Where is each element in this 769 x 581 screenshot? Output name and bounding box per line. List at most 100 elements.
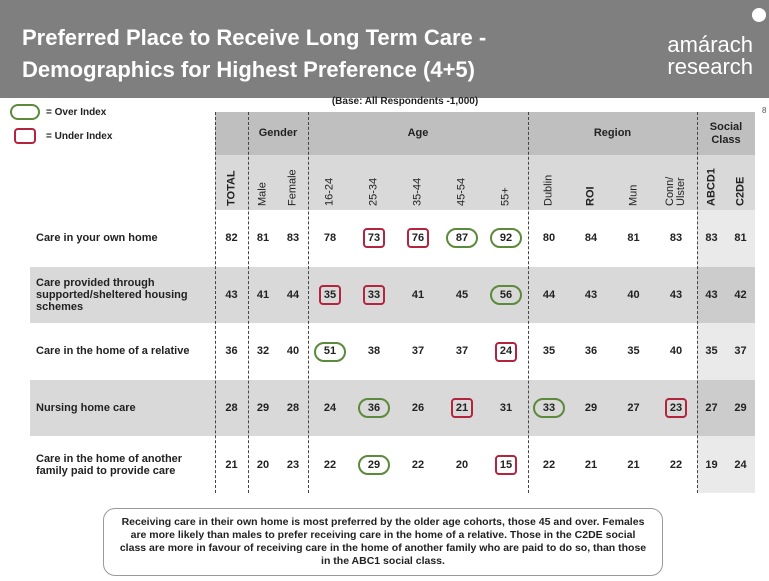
- cell-value: 37: [734, 345, 747, 358]
- cell-value: 36: [367, 402, 381, 415]
- cell-value: 83: [705, 232, 718, 245]
- separator: [697, 112, 698, 493]
- social-column-bg: [697, 210, 755, 493]
- cell-value: 43: [705, 288, 718, 301]
- column-header: Male: [256, 182, 269, 206]
- under-index-mark: [319, 284, 341, 305]
- cell-value: 27: [705, 402, 718, 415]
- legend-label: = Over Index: [46, 106, 107, 118]
- cell-value: 73: [367, 232, 381, 245]
- cell-value: 38: [367, 345, 381, 358]
- cell-value: 33: [542, 402, 556, 415]
- over-index-mark: [490, 284, 522, 305]
- group-header: Social Class: [709, 120, 743, 146]
- cell-value: 36: [584, 345, 598, 358]
- cell-value: 21: [584, 458, 598, 471]
- separator: [308, 112, 309, 493]
- row-bg: [30, 266, 755, 324]
- cell-value: 29: [734, 402, 747, 415]
- legend-mark: [14, 128, 36, 144]
- cell-value: 40: [286, 345, 300, 358]
- group-header: Region: [593, 127, 632, 139]
- cell-value: 23: [286, 458, 300, 471]
- row-label: Care in the home of a relative: [36, 345, 190, 358]
- column-header: 45-54: [455, 177, 468, 206]
- group-header: Age: [407, 127, 429, 139]
- column-header: 35-44: [411, 177, 424, 206]
- cell-value: 80: [542, 232, 556, 245]
- row-label: Care in the home of another family paid …: [36, 452, 183, 477]
- row-bg: [30, 379, 755, 437]
- cell-value: 29: [256, 402, 270, 415]
- cell-value: 22: [542, 458, 556, 471]
- footer-note: Receiving care in their own home is most…: [103, 508, 663, 576]
- page-number: 8: [762, 106, 767, 115]
- cell-value: 21: [455, 402, 469, 415]
- cell-value: 83: [286, 232, 300, 245]
- title: Preferred Place to Receive Long Term Car…: [22, 22, 486, 86]
- cell-value: 43: [584, 288, 598, 301]
- cell-value: 36: [225, 345, 238, 358]
- column-header: C2DE: [734, 176, 746, 206]
- under-index-mark: [407, 228, 429, 249]
- over-index-mark: [490, 228, 522, 249]
- cell-value: 20: [455, 458, 469, 471]
- base-note: (Base: All Respondents -1,000): [331, 96, 479, 107]
- cell-value: 35: [323, 288, 337, 301]
- cell-value: 56: [499, 288, 513, 301]
- cell-value: 29: [367, 458, 381, 471]
- cell-value: 21: [627, 458, 640, 471]
- cell-value: 81: [734, 232, 747, 245]
- separator: [248, 112, 249, 493]
- cell-value: 19: [705, 458, 718, 471]
- under-index-mark: [495, 341, 517, 362]
- over-index-mark: [446, 228, 478, 249]
- cell-value: 37: [411, 345, 425, 358]
- legend-mark: [10, 104, 40, 120]
- cell-value: 44: [286, 288, 300, 301]
- logo-line: amárach: [667, 32, 753, 57]
- cell-value: 24: [734, 458, 747, 471]
- cell-value: 26: [411, 402, 425, 415]
- column-header: ABCD1: [705, 168, 717, 206]
- cell-value: 23: [669, 402, 683, 415]
- title-line: Preferred Place to Receive Long Term Car…: [22, 25, 487, 50]
- cell-value: 41: [256, 288, 270, 301]
- cell-value: 27: [627, 402, 640, 415]
- over-index-mark: [314, 341, 346, 362]
- row-label: Care provided through supported/sheltere…: [36, 276, 188, 313]
- cell-value: 28: [286, 402, 300, 415]
- row-label: Nursing home care: [36, 402, 136, 415]
- column-header: Female: [286, 169, 299, 206]
- cell-value: 35: [627, 345, 640, 358]
- under-index-mark: [451, 398, 473, 419]
- cell-value: 40: [669, 345, 683, 358]
- column-header: Mun: [627, 184, 639, 206]
- cell-value: 33: [367, 288, 381, 301]
- cell-value: 35: [705, 345, 718, 358]
- cell-value: 44: [542, 288, 556, 301]
- over-index-mark: [533, 398, 565, 419]
- cell-value: 82: [225, 232, 238, 245]
- under-index-mark: [665, 398, 687, 419]
- column-header: 25-34: [367, 177, 380, 206]
- under-index-mark: [363, 228, 385, 249]
- cell-value: 21: [225, 458, 238, 471]
- cell-value: 43: [225, 288, 238, 301]
- cell-value: 22: [669, 458, 683, 471]
- cell-value: 41: [411, 288, 425, 301]
- column-header-bg: [215, 155, 755, 210]
- logo-line: research: [667, 54, 753, 79]
- column-header: Conn/ Ulster: [664, 176, 687, 206]
- under-index-mark: [495, 454, 517, 475]
- title-line: Demographics for Highest Preference (4+5…: [22, 57, 475, 82]
- cell-value: 81: [256, 232, 270, 245]
- cell-value: 76: [411, 232, 425, 245]
- column-header: 55+: [499, 187, 512, 206]
- column-header: 16-24: [323, 177, 336, 206]
- over-index-mark: [358, 398, 390, 419]
- column-header: Dublin: [542, 174, 555, 206]
- cell-value: 32: [256, 345, 270, 358]
- logo: amárach research: [667, 34, 753, 78]
- cell-value: 45: [455, 288, 469, 301]
